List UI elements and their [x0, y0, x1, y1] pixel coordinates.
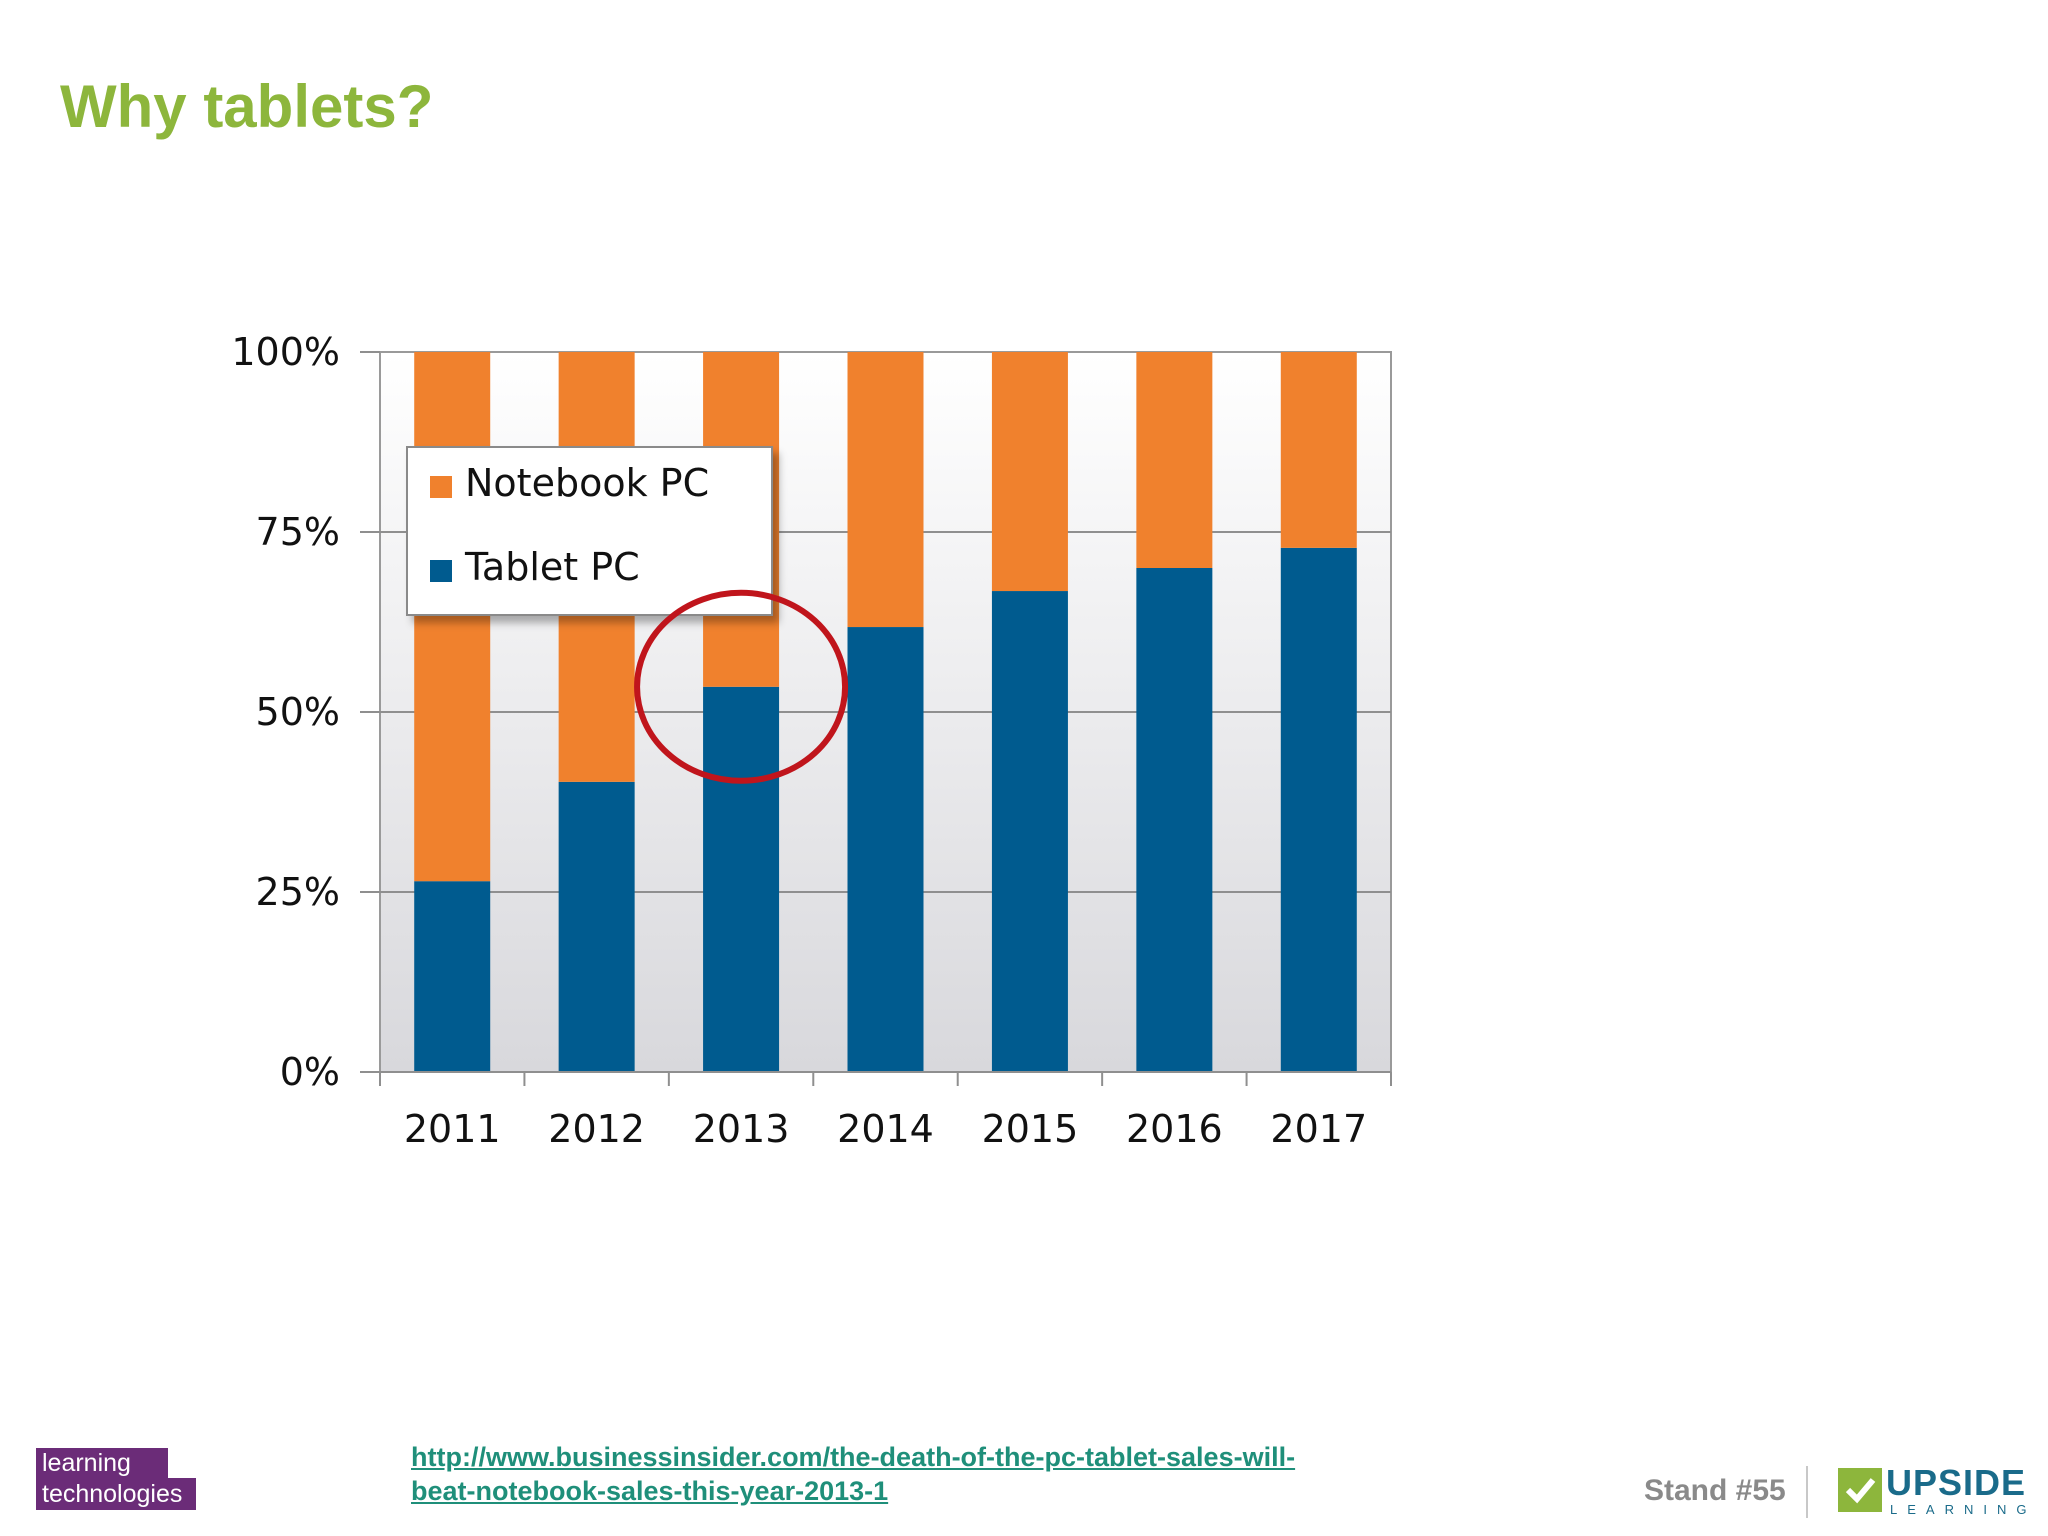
- y-tick-label: 75%: [256, 510, 340, 554]
- footer-divider: [1806, 1466, 1808, 1518]
- x-tick-label: 2013: [693, 1107, 790, 1151]
- legend-label-tablet: Tablet PC: [464, 545, 640, 589]
- legend-swatch-tablet: [430, 560, 452, 582]
- upside-check-icon: [1838, 1468, 1882, 1512]
- learning-technologies-logo: learning technologies: [36, 1448, 196, 1512]
- upside-wordmark: UPSIDE: [1886, 1462, 2027, 1503]
- stand-label: Stand #55: [1644, 1474, 1786, 1507]
- x-tick-label: 2012: [548, 1107, 645, 1151]
- y-tick-label: 0%: [280, 1050, 340, 1094]
- x-tick-label: 2016: [1126, 1107, 1223, 1151]
- bar-tablet-pc-2013: [703, 686, 780, 1072]
- source-link-line2[interactable]: beat-notebook-sales-this-year-2013-1: [411, 1476, 889, 1506]
- bar-tablet-pc-2015: [991, 591, 1068, 1072]
- chart-legend: [406, 446, 773, 616]
- bar-tablet-pc-2011: [414, 881, 491, 1072]
- bar-tablet-pc-2017: [1280, 547, 1357, 1072]
- bar-notebook-pc-2015: [991, 352, 1068, 592]
- legend-label-notebook: Notebook PC: [465, 461, 709, 505]
- bar-notebook-pc-2011: [414, 352, 491, 882]
- source-link-line1[interactable]: http://www.businessinsider.com/the-death…: [411, 1442, 1296, 1472]
- y-axis: 0% 25% 50% 75% 100%: [231, 330, 380, 1094]
- x-axis: 2011 2012 2013 2014 2015 2016 2017: [379, 1071, 1392, 1151]
- logo-text-line2: technologies: [42, 1480, 183, 1508]
- x-tick-label: 2015: [982, 1107, 1079, 1151]
- bar-tablet-pc-2014: [847, 627, 924, 1072]
- bar-notebook-pc-2014: [847, 352, 924, 628]
- x-tick-label: 2011: [404, 1107, 501, 1151]
- highlight-circle: [634, 589, 849, 784]
- y-tick-label: 100%: [231, 330, 340, 374]
- x-tick-label: 2017: [1270, 1107, 1367, 1151]
- bar-tablet-pc-2012: [558, 781, 635, 1072]
- bar-notebook-pc-2017: [1280, 352, 1357, 548]
- upside-subtitle: LEARNING: [1890, 1502, 2037, 1517]
- upside-learning-logo: UPSIDE LEARNING: [1838, 1462, 2026, 1522]
- source-link[interactable]: http://www.businessinsider.com/the-death…: [411, 1440, 1371, 1508]
- bar-notebook-pc-2016: [1136, 352, 1213, 568]
- slide-title: Why tablets?: [60, 73, 434, 140]
- bar-tablet-pc-2016: [1136, 568, 1213, 1072]
- y-tick-label: 50%: [256, 690, 340, 734]
- x-tick-label: 2014: [837, 1107, 934, 1151]
- logo-text-line1: learning: [42, 1449, 131, 1477]
- legend-swatch-notebook: [430, 476, 452, 498]
- stacked-bar-chart: 0% 25% 50% 75% 100% 2011 2012 2013 2014 2015 2016…: [231, 330, 1392, 1151]
- y-tick-label: 25%: [256, 870, 340, 914]
